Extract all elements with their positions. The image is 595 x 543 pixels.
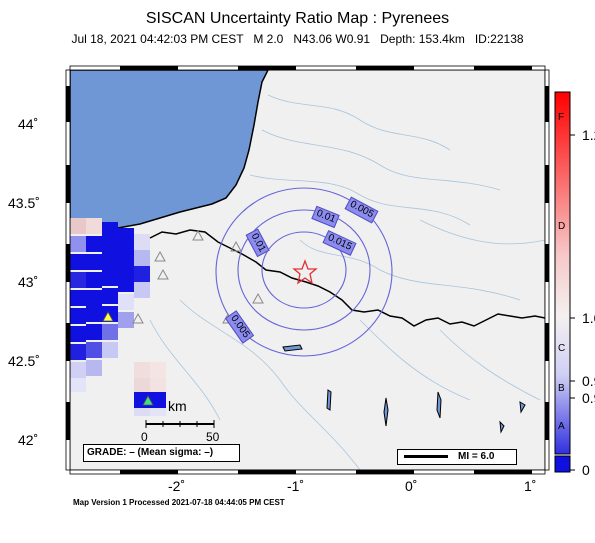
- color-scale: [554, 91, 575, 473]
- lon-tick-label: 1˚: [524, 478, 537, 494]
- lat-tick-label: 42˚: [18, 432, 39, 448]
- event-date: Jul 18, 2021 04:42:03 PM CEST: [71, 32, 244, 46]
- grade-letter: C: [558, 343, 566, 354]
- event-magnitude: M 2.0: [253, 32, 284, 46]
- lon-tick-label: -2˚: [168, 478, 186, 494]
- station-triangle-yellow: [102, 311, 114, 322]
- grade-letter: A: [558, 421, 565, 432]
- uncertainty-cells: [70, 218, 166, 416]
- lon-tick-label: -1˚: [287, 478, 305, 494]
- event-depth: Depth: 153.4km: [380, 32, 465, 46]
- star-icon: [292, 259, 318, 285]
- colorbar-value: 0: [582, 462, 590, 478]
- scale-unit: km: [168, 398, 187, 414]
- grade-letter: B: [558, 383, 565, 394]
- scale-end: 50: [206, 430, 220, 444]
- mi-line-icon: [404, 454, 448, 458]
- event-id: ID:22138: [474, 32, 524, 46]
- lat-tick-label: 44˚: [18, 116, 39, 132]
- scale-bar: [145, 420, 215, 428]
- colorbar-value: 1.2: [582, 127, 595, 143]
- rivers: [149, 94, 545, 470]
- map-frame: [65, 65, 550, 475]
- colorbar-value: 0.9: [582, 390, 595, 406]
- grade-legend: GRADE: – (Mean sigma: –): [83, 444, 240, 462]
- lakes: [282, 344, 526, 434]
- mi-value: MI = 6.0: [458, 451, 495, 462]
- event-info: Jul 18, 2021 04:42:03 PM CEST M 2.0 N43.…: [0, 32, 595, 46]
- lat-tick-label: 43.5˚: [8, 195, 40, 211]
- map-title: SISCAN Uncertainty Ratio Map : Pyrenees: [145, 10, 450, 27]
- colorbar-value: 1.0: [582, 310, 595, 326]
- border-line: [149, 229, 545, 327]
- lat-tick-label: 42.5˚: [8, 353, 40, 369]
- colorbar-value: 0.9: [582, 373, 595, 389]
- lon-tick-label: 0˚: [405, 478, 418, 494]
- station-triangle-green: [142, 395, 154, 406]
- scale-start: 0: [141, 430, 148, 444]
- grade-letter: D: [558, 221, 566, 232]
- event-location: N43.06 W0.91: [293, 32, 371, 46]
- uncertainty-contours: [215, 187, 393, 357]
- grade-letter: F: [558, 112, 565, 123]
- processed-footer: Map Version 1 Processed 2021-07-18 04:44…: [73, 498, 285, 507]
- lat-tick-label: 43˚: [18, 274, 39, 290]
- mi-legend: MI = 6.0: [397, 449, 517, 465]
